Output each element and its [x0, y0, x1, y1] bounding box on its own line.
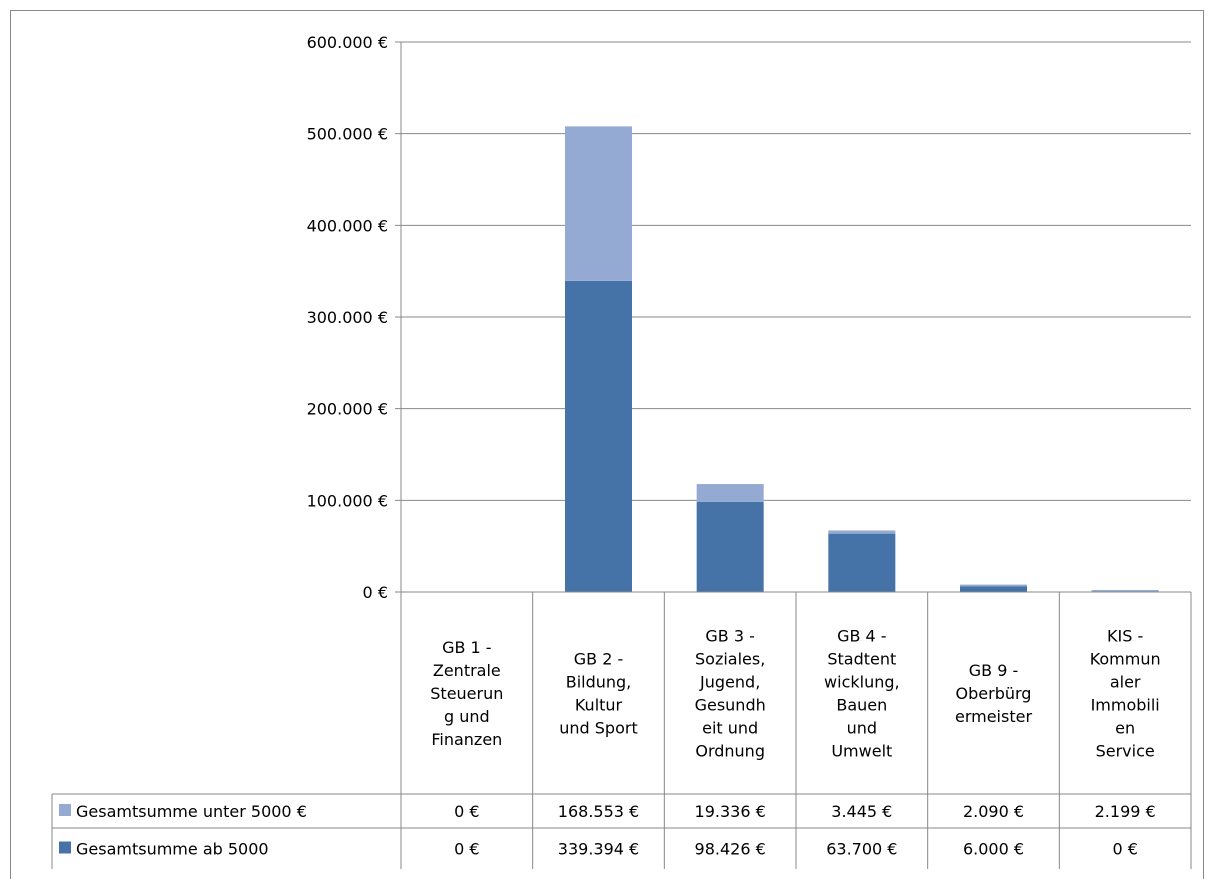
category-label-line: g und — [444, 707, 490, 726]
category-label-3: GB 4 - Stadtent wicklung, Bauen und Umwelt — [824, 627, 900, 761]
bar-series0-cat4 — [960, 586, 1027, 592]
data-table: GB 1 - Zentrale Steuerun g und Finanzen GB 2 … — [51, 591, 1192, 869]
y-tick-label-0: 0 € — [363, 583, 388, 602]
data-label-series1-cat5: 2.199 € — [1095, 802, 1156, 821]
category-label-line: Stadtent — [827, 650, 896, 669]
category-label-2: GB 3 - Soziales, Jugend, Gesundh eit und Ordn… — [695, 627, 766, 761]
category-label-line: GB 4 - — [837, 627, 887, 646]
bar-series0-cat2 — [696, 501, 764, 592]
category-label-4: GB 9 - Oberbürg ermeister — [955, 661, 1032, 726]
y-tick-label-1: 100.000 € — [307, 491, 388, 510]
category-label-line: ermeister — [955, 707, 1032, 726]
bar-series1-cat1 — [565, 126, 632, 281]
data-label-series0-cat4: 6.000 € — [963, 840, 1024, 859]
category-label-line: Kommun — [1090, 650, 1161, 669]
category-label-line: GB 1 - — [442, 638, 492, 657]
category-label-line: GB 3 - — [705, 627, 755, 646]
chart-frame — [10, 10, 1204, 879]
y-tick-label-6: 600.000 € — [307, 33, 388, 52]
data-label-series1-cat0: 0 € — [454, 802, 479, 821]
category-label-1: GB 2 - Bildung, Kultur und Sport — [559, 650, 637, 738]
category-label-line: und Sport — [559, 719, 637, 738]
bar-series0-cat1 — [565, 280, 632, 592]
legend-label-1: Gesamtsumme unter 5000 € — [76, 802, 307, 821]
category-label-line: eit und — [702, 719, 758, 738]
data-label-series1-cat3: 3.445 € — [831, 802, 892, 821]
legend-swatch-1 — [59, 804, 71, 816]
category-label-line: Service — [1096, 742, 1155, 761]
category-label-line: Bildung, — [566, 673, 632, 692]
category-label-line: Kultur — [575, 696, 623, 715]
data-label-series0-cat1: 339.394 € — [558, 840, 639, 859]
category-label-line: Bauen — [836, 696, 887, 715]
category-label-line: GB 2 - — [574, 650, 624, 669]
y-tick-label-4: 400.000 € — [307, 216, 388, 235]
bar-series1-cat2 — [696, 484, 764, 502]
category-label-line: Gesundh — [695, 696, 766, 715]
category-label-line: Ordnung — [695, 742, 765, 761]
data-label-series0-cat3: 63.700 € — [826, 840, 897, 859]
category-label-line: wicklung, — [824, 673, 900, 692]
category-label-line: Jugend, — [699, 673, 760, 692]
legend-swatch-0 — [59, 841, 71, 854]
bar-series1-cat3 — [828, 530, 896, 534]
category-label-line: Finanzen — [431, 730, 502, 749]
data-label-series1-cat1: 168.553 € — [558, 802, 639, 821]
data-label-series1-cat2: 19.336 € — [695, 802, 766, 821]
data-label-series0-cat2: 98.426 € — [695, 840, 766, 859]
category-label-line: Soziales, — [695, 650, 765, 669]
category-label-line: und — [847, 719, 877, 738]
bar-series0-cat3 — [828, 533, 896, 592]
data-label-series0-cat5: 0 € — [1112, 840, 1137, 859]
bar-series1-cat5 — [1091, 589, 1159, 592]
category-label-line: KIS - — [1107, 627, 1143, 646]
legend-label-0: Gesamtsumme ab 5000 — [76, 840, 269, 859]
data-label-series0-cat0: 0 € — [454, 840, 479, 859]
y-tick-label-5: 500.000 € — [307, 125, 388, 144]
category-label-line: Immobili — [1091, 696, 1160, 715]
bars — [565, 126, 1159, 592]
category-label-line: Steuerun — [430, 684, 503, 703]
category-label-0: GB 1 - Zentrale Steuerun g und Finanzen — [430, 638, 503, 749]
category-label-line: en — [1115, 719, 1135, 738]
category-label-line: aler — [1110, 673, 1141, 692]
gridlines — [395, 41, 1191, 593]
y-tick-label-3: 300.000 € — [307, 308, 388, 327]
bar-series1-cat4 — [960, 584, 1027, 587]
y-tick-label-2: 200.000 € — [307, 400, 388, 419]
y-axis: 0 € 100.000 € 200.000 € 300.000 € 400.000 € 5… — [307, 33, 402, 602]
data-label-series1-cat4: 2.090 € — [963, 802, 1024, 821]
category-label-5: KIS - Kommun aler Immobili en Service — [1090, 627, 1161, 761]
category-label-line: Umwelt — [831, 742, 892, 761]
category-label-line: Oberbürg — [956, 684, 1032, 703]
category-label-line: Zentrale — [433, 661, 501, 680]
category-label-line: GB 9 - — [969, 661, 1019, 680]
